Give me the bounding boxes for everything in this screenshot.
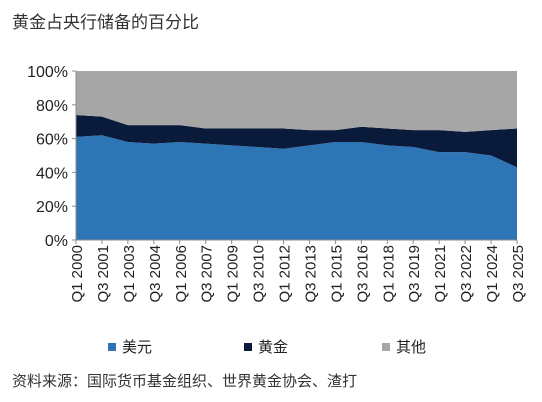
x-tick-label: Q3 2004 [147, 245, 164, 303]
chart-title: 黄金占央行储备的百分比 [12, 13, 199, 33]
legend-item-gold: 黄金 [244, 336, 288, 357]
x-tick-label: Q1 2000 [69, 245, 86, 303]
x-tick-label: Q3 2007 [199, 245, 216, 303]
x-tick-label: Q1 2024 [484, 245, 501, 303]
x-tick-label: Q1 2015 [328, 245, 345, 303]
legend-label-other: 其他 [396, 338, 427, 356]
y-tick-label: 20% [36, 199, 68, 216]
y-tick-label: 60% [36, 132, 68, 149]
y-tick-label: 80% [36, 98, 68, 115]
x-tick-label: Q3 2016 [354, 245, 371, 303]
x-tick-label: Q3 2019 [406, 245, 423, 303]
x-tick-label: Q3 2001 [95, 245, 112, 303]
x-tick-label: Q1 2009 [225, 245, 242, 303]
legend: 美元 黄金 其他 [0, 336, 542, 360]
x-tick-label: Q1 2021 [432, 245, 449, 303]
x-axis: Q1 2000 Q3 2001 Q1 2003 Q3 2004 Q1 2006 Q3 20… [69, 239, 527, 303]
x-tick-label: Q1 2012 [277, 245, 294, 303]
y-axis: 0% 20% 40% 60% 80% 100% [27, 64, 77, 250]
legend-label-gold: 黄金 [258, 338, 289, 356]
stacked-area-chart: 0% 20% 40% 60% 80% 100% Q1 2000 Q3 2001 Q1 2003… [27, 64, 527, 303]
legend-item-usd: 美元 [108, 336, 152, 357]
y-tick-label: 100% [27, 64, 68, 81]
x-tick-label: Q3 2013 [302, 245, 319, 303]
legend-swatch-gold [244, 342, 252, 351]
legend-item-other: 其他 [382, 336, 426, 357]
x-tick-label: Q1 2018 [380, 245, 397, 303]
x-tick-label: Q1 2006 [173, 245, 190, 303]
plot-area [76, 71, 517, 240]
y-tick-label: 0% [45, 233, 68, 250]
legend-label-usd: 美元 [122, 338, 153, 356]
series-area-gold [76, 114, 517, 168]
legend-swatch-other [382, 342, 390, 351]
series-area-usd [76, 135, 517, 240]
x-tick-label: Q3 2022 [458, 245, 475, 303]
y-tick-label: 40% [36, 165, 68, 182]
legend-swatch-usd [108, 342, 116, 351]
series-area-other [76, 71, 517, 132]
source-note: 资料来源：国际货币基金组织、世界黄金协会、渣打 [12, 372, 358, 390]
x-tick-label: Q3 2025 [510, 245, 527, 303]
x-tick-label: Q1 2003 [121, 245, 138, 303]
x-tick-label: Q3 2010 [251, 245, 268, 303]
